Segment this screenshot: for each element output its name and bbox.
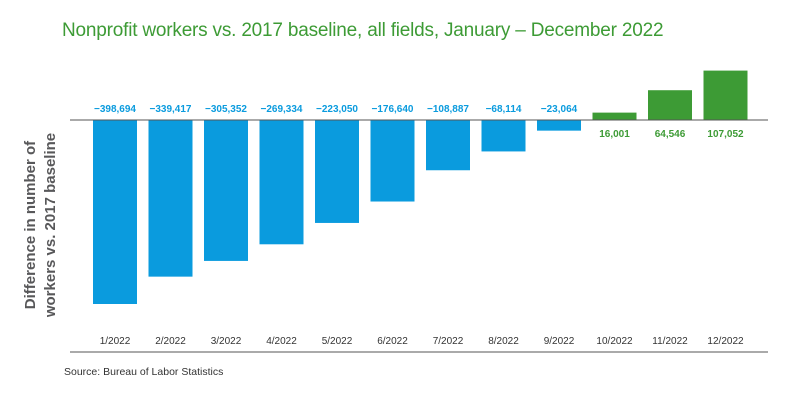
bar-6/2022 (370, 120, 415, 202)
data-label-5/2022: −223,050 (316, 104, 358, 115)
data-label-3/2022: −305,352 (205, 104, 247, 115)
x-tick-label-12/2022: 12/2022 (707, 336, 744, 347)
x-tick-label-10/2022: 10/2022 (596, 336, 633, 347)
bar-12/2022 (703, 70, 748, 120)
bar-7/2022 (426, 120, 470, 171)
data-label-8/2022: −68,114 (486, 104, 522, 115)
x-tick-label-7/2022: 7/2022 (433, 336, 464, 347)
x-tick-label-1/2022: 1/2022 (100, 336, 131, 347)
data-label-11/2022: 64,546 (655, 129, 686, 140)
data-label-10/2022: 16,001 (599, 129, 630, 140)
data-label-12/2022: 107,052 (707, 129, 744, 140)
data-label-9/2022: −23,064 (541, 104, 578, 115)
data-label-2/2022: −339,417 (150, 104, 192, 115)
source-note: Source: Bureau of Labor Statistics (64, 366, 224, 378)
bar-4/2022 (259, 120, 304, 245)
x-tick-label-5/2022: 5/2022 (322, 336, 353, 347)
x-tick-label-8/2022: 8/2022 (488, 336, 519, 347)
bar-5/2022 (315, 120, 359, 223)
bar-11/2022 (648, 90, 692, 120)
data-label-7/2022: −108,887 (427, 104, 469, 115)
x-tick-label-3/2022: 3/2022 (211, 336, 242, 347)
x-tick-label-11/2022: 11/2022 (652, 336, 688, 347)
bar-10/2022 (592, 112, 637, 120)
x-tick-label-2/2022: 2/2022 (155, 336, 186, 347)
bar-8/2022 (481, 120, 526, 152)
bar-2/2022 (148, 120, 193, 277)
x-tick-label-4/2022: 4/2022 (266, 336, 297, 347)
chart-title: Nonprofit workers vs. 2017 baseline, all… (62, 20, 664, 41)
x-tick-label-9/2022: 9/2022 (544, 336, 575, 347)
data-label-6/2022: −176,640 (372, 104, 414, 115)
data-label-1/2022: −398,694 (94, 104, 136, 115)
data-label-4/2022: −269,334 (261, 104, 303, 115)
x-tick-label-6/2022: 6/2022 (377, 336, 408, 347)
bar-3/2022 (204, 120, 248, 261)
bar-9/2022 (537, 120, 581, 131)
bar-1/2022 (93, 120, 137, 304)
